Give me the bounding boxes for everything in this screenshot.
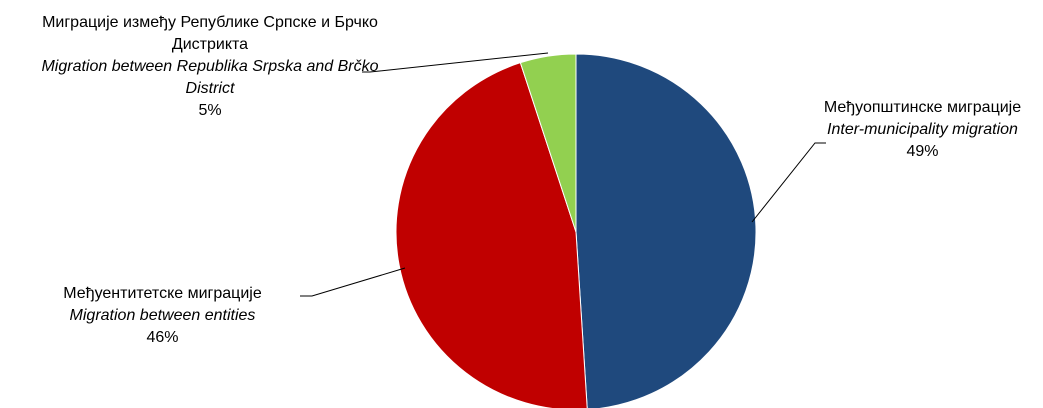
leader-line-inter bbox=[751, 142, 826, 223]
label-inter-en: Inter-municipality migration bbox=[827, 121, 1018, 138]
label-entities-en: Migration between entities bbox=[69, 307, 256, 324]
slice-label-inter-municipality: Међуопштинске миграције Inter-municipali… bbox=[805, 97, 1040, 163]
label-inter-sr: Међуопштинске миграције bbox=[823, 99, 1022, 116]
leader-line-brcko bbox=[362, 52, 549, 73]
slice-label-brcko: Миграције између Републике Српске и Брчк… bbox=[0, 12, 420, 122]
leader-lines bbox=[300, 52, 826, 297]
label-entities-sr: Међуентитетске миграције bbox=[63, 285, 262, 302]
leader-line-entities bbox=[300, 267, 406, 297]
pie-slices bbox=[395, 53, 757, 408]
label-brcko-pct: 5% bbox=[198, 102, 222, 119]
pie-slice-entities bbox=[395, 62, 588, 408]
label-brcko-en-line2: District bbox=[185, 80, 235, 97]
label-brcko-en-line1: Migration between Republika Srpska and B… bbox=[41, 58, 379, 75]
label-brcko-sr-line1: Миграције између Републике Српске и Брчк… bbox=[42, 14, 378, 31]
label-inter-pct: 49% bbox=[906, 143, 939, 160]
pie-slice-inter-municipality bbox=[575, 53, 757, 408]
label-brcko-sr-line2: Дистрикта bbox=[171, 36, 249, 53]
pie-slice-brcko bbox=[519, 53, 577, 233]
slice-label-entities: Међуентитетске миграције Migration betwe… bbox=[20, 283, 305, 349]
label-entities-pct: 46% bbox=[146, 329, 179, 346]
